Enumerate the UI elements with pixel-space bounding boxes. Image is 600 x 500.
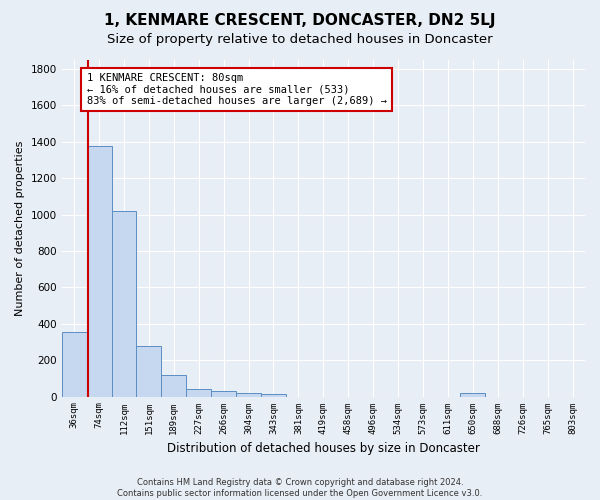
Text: Size of property relative to detached houses in Doncaster: Size of property relative to detached ho… <box>107 32 493 46</box>
Bar <box>460 393 485 396</box>
Bar <box>211 391 236 396</box>
Text: Contains HM Land Registry data © Crown copyright and database right 2024.
Contai: Contains HM Land Registry data © Crown c… <box>118 478 482 498</box>
Bar <box>161 374 186 396</box>
X-axis label: Distribution of detached houses by size in Doncaster: Distribution of detached houses by size … <box>167 442 480 455</box>
Bar <box>62 332 86 396</box>
Y-axis label: Number of detached properties: Number of detached properties <box>15 140 25 316</box>
Bar <box>86 146 112 396</box>
Bar <box>136 346 161 397</box>
Bar <box>236 393 261 396</box>
Bar <box>261 394 286 396</box>
Text: 1, KENMARE CRESCENT, DONCASTER, DN2 5LJ: 1, KENMARE CRESCENT, DONCASTER, DN2 5LJ <box>104 12 496 28</box>
Text: 1 KENMARE CRESCENT: 80sqm
← 16% of detached houses are smaller (533)
83% of semi: 1 KENMARE CRESCENT: 80sqm ← 16% of detac… <box>86 72 386 106</box>
Bar <box>112 211 136 396</box>
Bar <box>186 390 211 396</box>
